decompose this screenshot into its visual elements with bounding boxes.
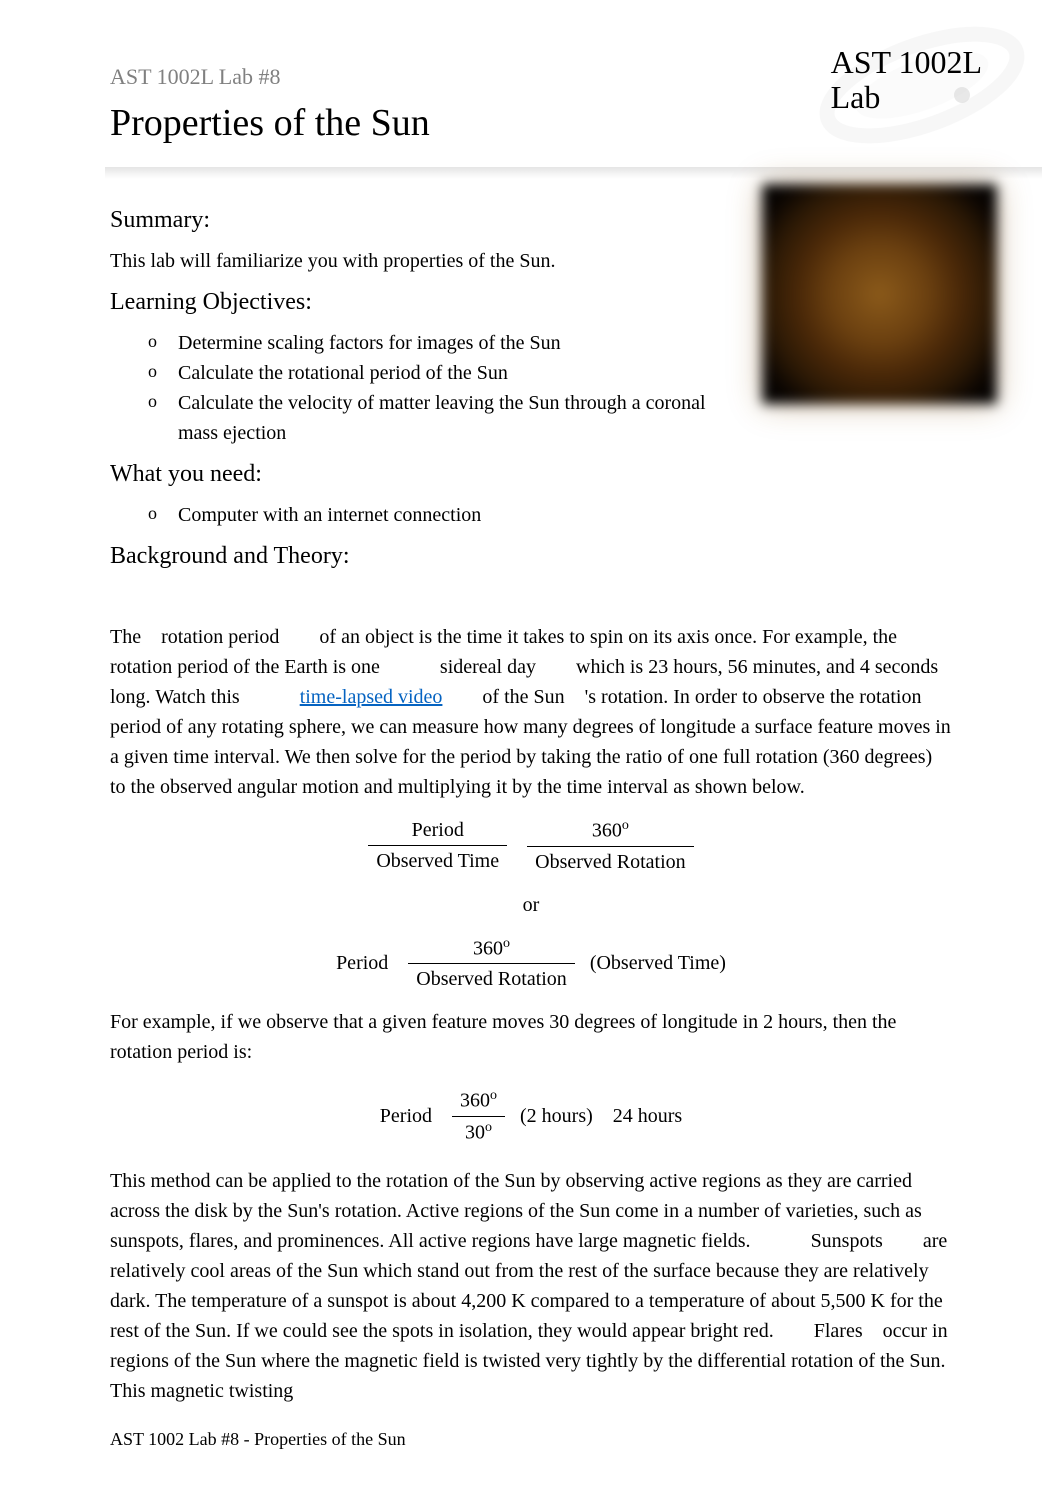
fraction: 360o Observed Rotation [408, 935, 575, 993]
text-fragment: This method can be applied to the rotati… [110, 1170, 922, 1252]
equation-3: Period 360o 30o (2 hours) 24 hours [110, 1087, 952, 1145]
text-fragment: of the Sun [482, 686, 564, 708]
theory-paragraph-2: For example, if we observe that a given … [110, 1007, 952, 1067]
course-code-line1: AST 1002L [831, 45, 982, 80]
objectives-heading: Learning Objectives: [110, 284, 742, 320]
theory-heading: Background and Theory: [110, 538, 742, 574]
equation-2: Period 360o Observed Rotation (Observed … [110, 935, 952, 993]
period-label: Period [336, 950, 388, 976]
theory-paragraph-1: Therotation periodof an object is the ti… [110, 622, 952, 802]
objectives-list: Determine scaling factors for images of … [110, 328, 742, 448]
summary-text: This lab will familiarize you with prope… [110, 246, 742, 276]
equation-1: Period Observed Time 360o Observed Rotat… [110, 817, 952, 875]
denominator: Observed Time [368, 846, 507, 874]
two-hours: (2 hours) [520, 1103, 593, 1129]
text-sidereal-day: sidereal day [440, 656, 536, 678]
result: 24 hours [613, 1103, 682, 1129]
content-left: Summary: This lab will familiarize you w… [110, 194, 742, 582]
document-header: AST 1002L Lab #8 Properties of the Sun A… [110, 60, 952, 152]
list-item: Computer with an internet connection [148, 500, 742, 530]
text-sunspots: Sunspots [811, 1230, 883, 1252]
numerator: 360o [452, 1087, 505, 1117]
fraction-left: Period Observed Time [368, 817, 507, 874]
denominator: Observed Rotation [527, 847, 694, 875]
observed-time: (Observed Time) [590, 950, 726, 976]
header-right: AST 1002L Lab [831, 45, 982, 115]
list-item: Calculate the rotational period of the S… [148, 358, 742, 388]
numerator: 360o [527, 817, 694, 847]
numerator: 360o [408, 935, 575, 965]
time-lapsed-video-link[interactable]: time-lapsed video [300, 686, 443, 708]
page-footer: AST 1002 Lab #8 - Properties of the Sun [110, 1426, 952, 1453]
content-row: Summary: This lab will familiarize you w… [110, 194, 952, 582]
text-rotation-period: rotation period [161, 626, 279, 648]
fraction: 360o 30o [452, 1087, 505, 1145]
fraction-right: 360o Observed Rotation [527, 817, 694, 875]
period-label: Period [380, 1103, 432, 1129]
denominator: Observed Rotation [408, 964, 575, 992]
header-left: AST 1002L Lab #8 Properties of the Sun [110, 60, 952, 152]
need-list: Computer with an internet connection [110, 500, 742, 530]
text-fragment: The [110, 626, 141, 648]
numerator: Period [368, 817, 507, 846]
lab-number: AST 1002L Lab #8 [110, 60, 952, 93]
sun-image [762, 184, 997, 404]
theory-paragraph-3: This method can be applied to the rotati… [110, 1166, 952, 1406]
summary-heading: Summary: [110, 202, 742, 238]
main-title: Properties of the Sun [110, 95, 952, 152]
list-item: Determine scaling factors for images of … [148, 328, 742, 358]
or-text: or [110, 890, 952, 920]
title-divider [105, 167, 1042, 179]
denominator: 30o [452, 1117, 505, 1146]
course-code-line2: Lab [831, 80, 982, 115]
list-item: Calculate the velocity of matter leaving… [148, 388, 742, 448]
need-heading: What you need: [110, 456, 742, 492]
text-flares: Flares [814, 1320, 863, 1342]
